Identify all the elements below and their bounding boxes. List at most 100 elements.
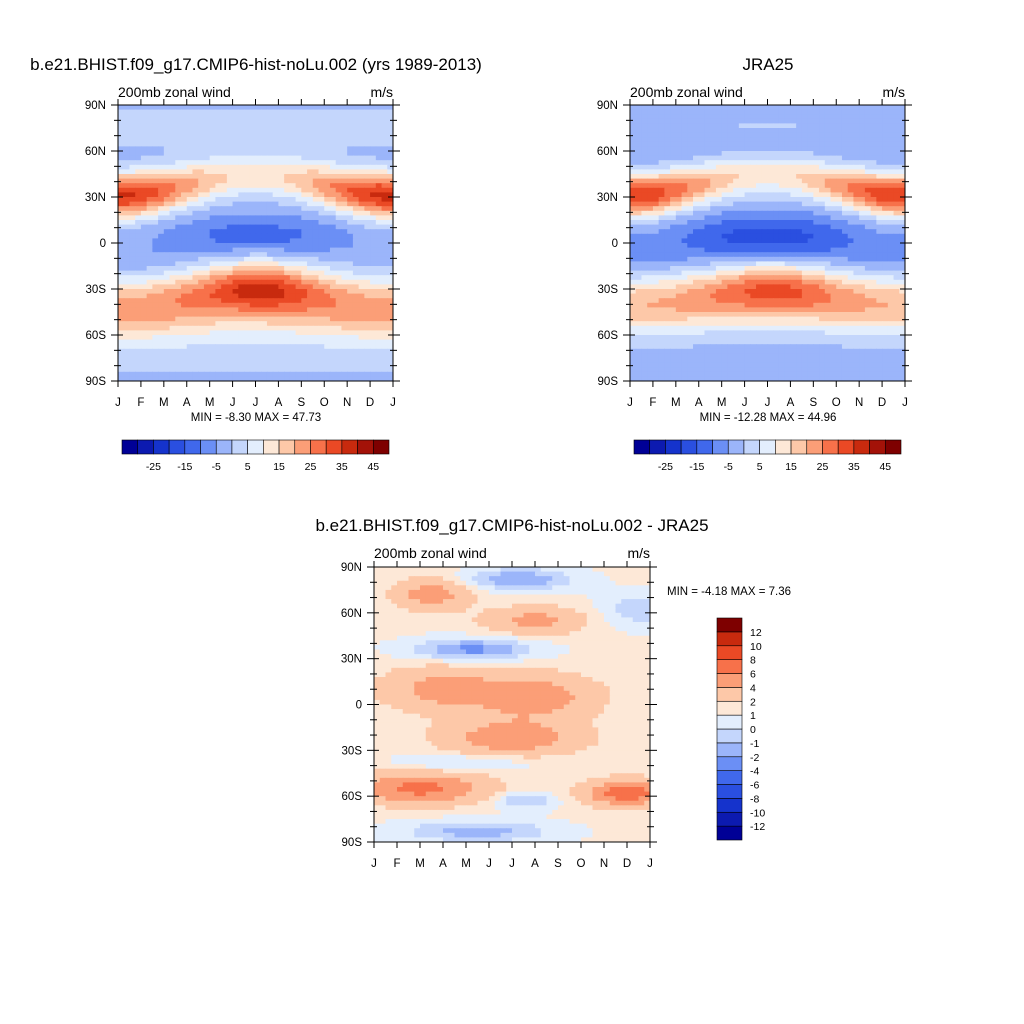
heatmap-cell <box>301 307 308 313</box>
heatmap-cell <box>249 215 257 221</box>
heatmap-cell <box>358 164 365 170</box>
heatmap-cell <box>807 284 814 290</box>
heatmap-cell <box>358 141 365 147</box>
heatmap-cell <box>181 169 188 175</box>
heatmap-cell <box>186 238 194 244</box>
heatmap-cell <box>375 321 383 327</box>
heatmap-cell <box>118 256 125 262</box>
heatmap-cell <box>387 344 393 350</box>
heatmap-cell <box>899 137 905 143</box>
heatmap-cell <box>635 123 643 129</box>
heatmap-cell <box>375 330 383 336</box>
heatmap-cell <box>135 344 142 350</box>
heatmap-cell <box>232 252 239 258</box>
heatmap-cell <box>899 266 905 272</box>
heatmap-cell <box>203 362 211 368</box>
heatmap-cell <box>266 335 274 341</box>
heatmap-cell <box>830 210 837 216</box>
heatmap-cell <box>847 183 855 189</box>
heatmap-cell <box>381 252 388 258</box>
heatmap-cell <box>675 206 683 212</box>
heatmap-cell <box>135 132 142 138</box>
heatmap-cell <box>209 256 216 262</box>
heatmap-cell <box>329 293 337 299</box>
heatmap-cell <box>312 293 320 299</box>
heatmap-cell <box>358 215 365 221</box>
heatmap-cell <box>203 238 211 244</box>
heatmap-cell <box>807 128 814 134</box>
heatmap-cell <box>284 279 291 285</box>
heatmap-cell <box>882 279 889 285</box>
heatmap-cell <box>358 105 365 111</box>
heatmap-cell <box>761 137 769 143</box>
heatmap-cell <box>784 284 792 290</box>
heatmap-cell <box>152 151 159 157</box>
heatmap-cell <box>181 275 188 281</box>
heatmap-cell <box>329 325 337 331</box>
heatmap-cell <box>335 192 343 198</box>
heatmap-cell <box>244 298 251 304</box>
heatmap-cell <box>221 233 228 239</box>
heatmap-cell <box>882 252 889 258</box>
heatmap-cell <box>203 160 211 166</box>
heatmap-cell <box>192 174 199 180</box>
heatmap-cell <box>209 151 216 157</box>
heatmap-cell <box>836 183 843 189</box>
heatmap-cell <box>796 141 803 147</box>
heatmap-cell <box>733 229 740 235</box>
heatmap-cell <box>796 243 803 249</box>
heatmap-cell <box>312 367 320 373</box>
heatmap-cell <box>341 266 348 272</box>
heatmap-cell <box>261 220 268 226</box>
heatmap-cell <box>232 316 239 322</box>
heatmap-cell <box>761 243 769 249</box>
heatmap-cell <box>255 307 262 313</box>
heatmap-cell <box>203 348 211 354</box>
heatmap-cell <box>295 192 302 198</box>
heatmap-cell <box>341 233 348 239</box>
heatmap-cell <box>129 270 136 276</box>
heatmap-cell <box>329 201 337 207</box>
heatmap-cell <box>181 330 188 336</box>
heatmap-cell <box>370 330 377 336</box>
heatmap-cell <box>681 114 688 120</box>
heatmap-cell <box>266 362 274 368</box>
heatmap-cell <box>261 197 268 203</box>
heatmap-cell <box>341 146 348 152</box>
heatmap-cell <box>698 164 706 170</box>
heatmap-cell <box>278 316 285 322</box>
heatmap-cell <box>226 330 234 336</box>
heatmap-cell <box>318 210 325 216</box>
heatmap-cell <box>836 266 843 272</box>
heatmap-cell <box>750 224 757 230</box>
heatmap-cell <box>715 252 723 258</box>
heatmap-cell <box>169 316 176 322</box>
heatmap-cell <box>284 289 291 295</box>
heatmap-cell <box>221 312 228 318</box>
heatmap-cell <box>221 206 228 212</box>
heatmap-cell <box>140 215 148 221</box>
heatmap-cell <box>203 284 211 290</box>
heatmap-cell <box>352 215 360 221</box>
heatmap-cell <box>847 256 855 262</box>
heatmap-cell <box>301 123 308 129</box>
heatmap-cell <box>341 206 348 212</box>
heatmap-cell <box>784 210 792 216</box>
heatmap-cell <box>801 220 809 226</box>
heatmap-cell <box>186 307 194 313</box>
heatmap-cell <box>370 141 377 147</box>
heatmap-cell <box>266 270 274 276</box>
heatmap-cell <box>813 174 820 180</box>
heatmap-cell <box>870 284 877 290</box>
heatmap-cell <box>312 183 320 189</box>
heatmap-cell <box>209 105 216 111</box>
heatmap-cell <box>307 325 314 331</box>
heatmap-cell <box>198 312 205 318</box>
heatmap-cell <box>647 146 654 152</box>
heatmap-cell <box>244 335 251 341</box>
heatmap-cell <box>882 197 889 203</box>
heatmap-cell <box>790 114 797 120</box>
heatmap-cell <box>244 371 251 377</box>
heatmap-cell <box>733 210 740 216</box>
heatmap-cell <box>266 279 274 285</box>
